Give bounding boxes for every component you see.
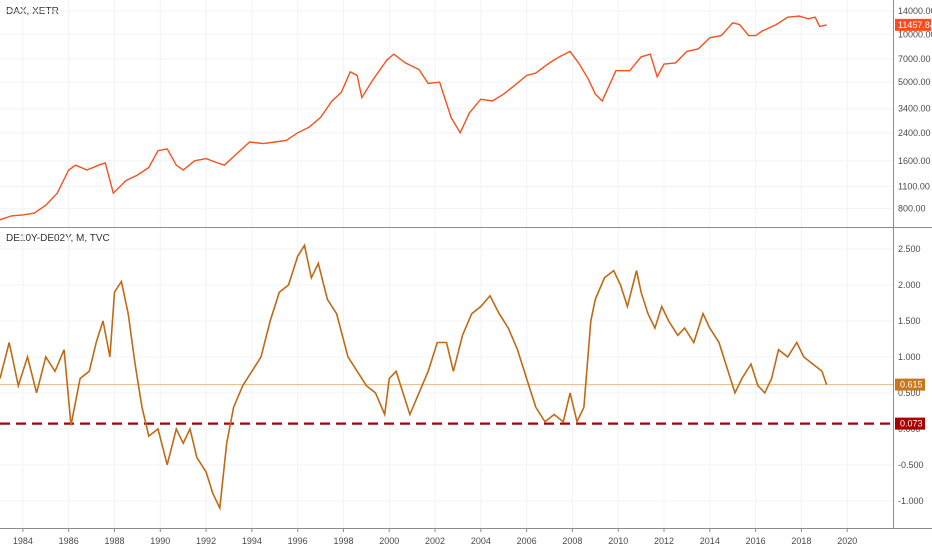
spread-y-tick-label: -0.500 [898, 460, 924, 470]
spread-series-line [0, 243, 828, 511]
dax-last-value-tag: 11457.84 [895, 18, 932, 31]
dax-y-tick-label: 2400.00 [898, 128, 931, 138]
dax-y-tick-label: 800.00 [898, 204, 926, 214]
dax-panel: DAX, XETR 14000.0010000.007000.005000.00… [0, 0, 932, 227]
x-tick-label: 1986 [59, 536, 79, 546]
x-tick-label: 2012 [654, 536, 674, 546]
x-tick-label: 2014 [700, 536, 720, 546]
spread-last-value-tag: 0.615 [895, 378, 925, 391]
x-tick-label: 2004 [471, 536, 491, 546]
x-tick-label: 2006 [517, 536, 537, 546]
dax-series-line [0, 15, 827, 221]
dax-y-tick-label: 1100.00 [898, 182, 930, 192]
dax-gridlines [0, 0, 893, 227]
spread-panel: DE10Y-DE02Y, M, TVC 2.500 2.000 1.500 1.000… [0, 228, 925, 528]
dax-y-tick-label: 1600.00 [898, 156, 931, 166]
dax-y-tick-label: 10000.00 [898, 29, 932, 39]
x-tick-label: 2000 [379, 536, 399, 546]
x-tick-label: 2020 [837, 536, 857, 546]
spread-last-value-label: 0.615 [900, 380, 923, 390]
x-tick-label: 1990 [150, 536, 170, 546]
x-tick-label: 2002 [425, 536, 445, 546]
dax-y-tick-label: 3400.00 [898, 104, 931, 114]
x-tick-label: 2008 [562, 536, 582, 546]
x-tick-label: 1992 [196, 536, 216, 546]
dax-y-tick-label: 14000.00 [898, 6, 932, 16]
spread-y-tick-label: 0.500 [898, 388, 921, 398]
spread-y-tick-label: 2.500 [898, 244, 921, 254]
spread-y-tick-label: 2.000 [898, 280, 921, 290]
spread-y-tick-label: -1.000 [898, 496, 924, 506]
spread-y-tick-label: 1.500 [898, 316, 921, 326]
dax-y-tick-label: 5000.00 [898, 77, 931, 87]
spread-reference-tag: 0.073 [895, 417, 925, 430]
x-tick-label: 1994 [242, 536, 262, 546]
spread-reference-label: 0.073 [900, 419, 923, 429]
x-tick-label: 2010 [608, 536, 628, 546]
spread-title: DE10Y-DE02Y, M, TVC [6, 233, 110, 244]
time-axis[interactable]: 1984 1986 1988 1990 1992 1994 1996 1998 2000 2002… [13, 528, 857, 546]
x-tick-label: 1998 [333, 536, 353, 546]
dax-last-value-label: 11457.84 [898, 20, 932, 30]
x-tick-label: 2018 [791, 536, 811, 546]
spread-gridlines [0, 228, 893, 528]
x-tick-label: 2016 [746, 536, 766, 546]
x-tick-label: 1984 [13, 536, 33, 546]
spread-y-tick-label: 1.000 [898, 352, 921, 362]
x-tick-label: 1996 [288, 536, 308, 546]
dax-y-axis: 14000.00 10000.00 7000.00 5000.00 3400.00 240… [898, 6, 932, 214]
x-tick-label: 1988 [104, 536, 124, 546]
dax-y-tick-label: 7000.00 [898, 54, 931, 64]
